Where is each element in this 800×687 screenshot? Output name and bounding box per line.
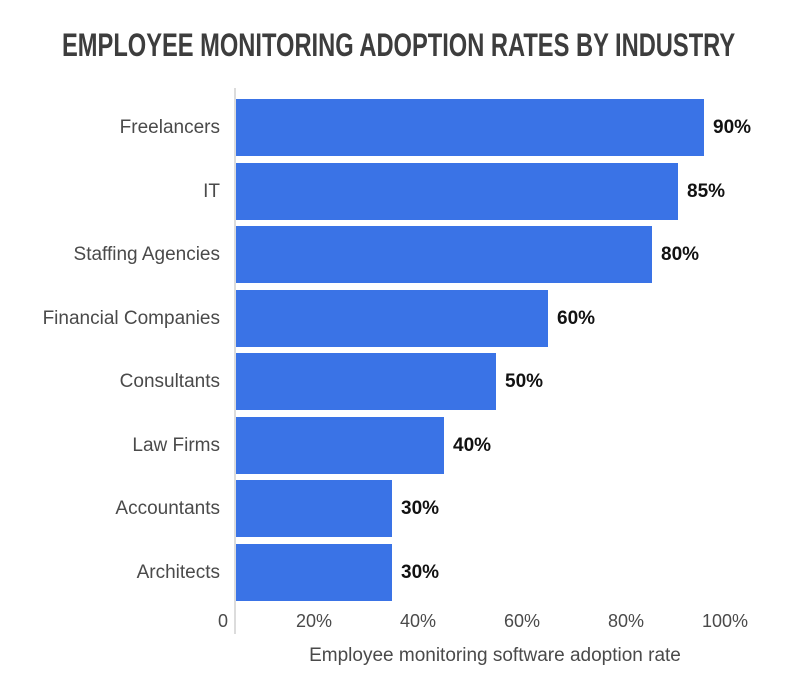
bar xyxy=(236,416,444,474)
value-label: 50% xyxy=(505,371,544,392)
category-label: Staffing Agencies xyxy=(73,244,220,265)
category-label: IT xyxy=(203,180,220,202)
bar xyxy=(236,480,392,537)
category-label: Law Firms xyxy=(132,434,220,456)
category-label: Consultants xyxy=(119,371,220,392)
y-axis-line xyxy=(234,88,236,634)
value-label: 90% xyxy=(713,117,752,138)
x-axis-tick-label: 40% xyxy=(399,611,436,631)
x-axis-title: Employee monitoring software adoption ra… xyxy=(309,645,681,666)
bar xyxy=(236,289,548,347)
category-label: Architects xyxy=(136,561,220,583)
category-label: Financial Companies xyxy=(42,307,220,329)
x-axis-tick-label: 80% xyxy=(607,611,644,631)
bar-row: Consultants 50% xyxy=(0,350,800,414)
value-label: 85% xyxy=(687,180,726,202)
bar xyxy=(236,99,704,156)
x-axis-tick-label: 0 xyxy=(217,611,228,631)
x-axis-tick-label: 100% xyxy=(701,611,748,631)
bar xyxy=(236,162,678,220)
value-label: 40% xyxy=(453,434,492,456)
value-label: 30% xyxy=(401,561,440,583)
category-label: Accountants xyxy=(115,498,220,519)
bar xyxy=(236,353,496,410)
bar-row: Accountants 30% xyxy=(0,477,800,541)
value-label: 80% xyxy=(661,244,700,265)
bar-row: Financial Companies 60% xyxy=(0,287,800,351)
x-axis-tick-label: 60% xyxy=(503,611,540,631)
bar xyxy=(236,226,652,283)
category-label: Freelancers xyxy=(119,117,220,138)
bar xyxy=(236,543,392,601)
bar-row: Architects 30% xyxy=(0,541,800,605)
bar-row: IT 85% xyxy=(0,160,800,224)
value-label: 30% xyxy=(401,498,440,519)
value-label: 60% xyxy=(557,307,596,329)
bar-row: Staffing Agencies 80% xyxy=(0,223,800,287)
chart-title: EMPLOYEE MONITORING ADOPTION RATES BY IN… xyxy=(62,27,736,63)
bar-row: Freelancers 90% xyxy=(0,96,800,160)
bar-row: Law Firms 40% xyxy=(0,414,800,478)
x-axis-tick-label: 20% xyxy=(295,611,332,631)
